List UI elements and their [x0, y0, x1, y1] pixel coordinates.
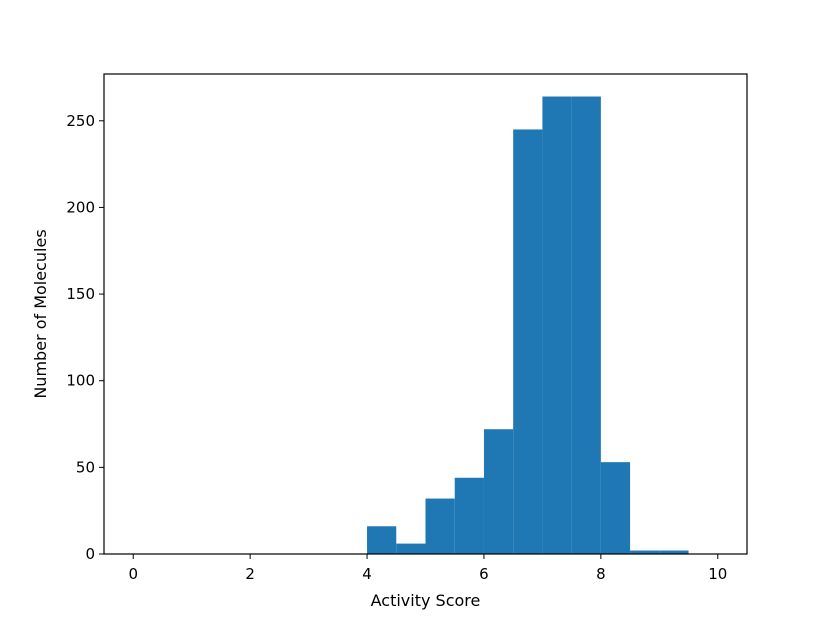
histogram-bar-18	[659, 550, 689, 554]
plot-frame	[103, 73, 748, 555]
y-tick-label-2: 100	[66, 372, 95, 390]
y-tick-label-5: 250	[66, 112, 95, 130]
y-tick-label-1: 50	[76, 458, 95, 476]
x-axis-ticks: 0 2 4 6 8 10	[128, 554, 727, 583]
histogram-bar-13	[513, 129, 543, 554]
histogram-bar-10	[425, 498, 455, 554]
x-tick-label-2: 4	[362, 565, 372, 583]
x-tick-label-1: 2	[245, 565, 255, 583]
histogram-bar-15	[571, 96, 601, 555]
x-tick-label-3: 6	[479, 565, 489, 583]
y-tick-label-4: 200	[66, 198, 95, 216]
y-tick-label-3: 150	[66, 285, 95, 303]
histogram-bar-11	[454, 477, 484, 554]
y-axis-ticks: 0 50 100 150 200 250	[66, 112, 104, 563]
histogram-bar-9	[396, 543, 426, 554]
histogram-bar-16	[600, 462, 631, 554]
x-tick-label-4: 8	[596, 565, 606, 583]
histogram-bar-12	[483, 429, 514, 554]
histogram-bar-17	[630, 550, 660, 554]
histogram-bar-8	[367, 526, 397, 554]
y-tick-label-0: 0	[85, 545, 95, 563]
x-tick-label-5: 10	[708, 565, 727, 583]
bars-group	[367, 96, 689, 555]
histogram-bar-14	[542, 96, 572, 555]
x-tick-label-0: 0	[128, 565, 138, 583]
x-axis-label: Activity Score	[371, 591, 481, 610]
y-axis-label: Number of Molecules	[31, 229, 50, 398]
